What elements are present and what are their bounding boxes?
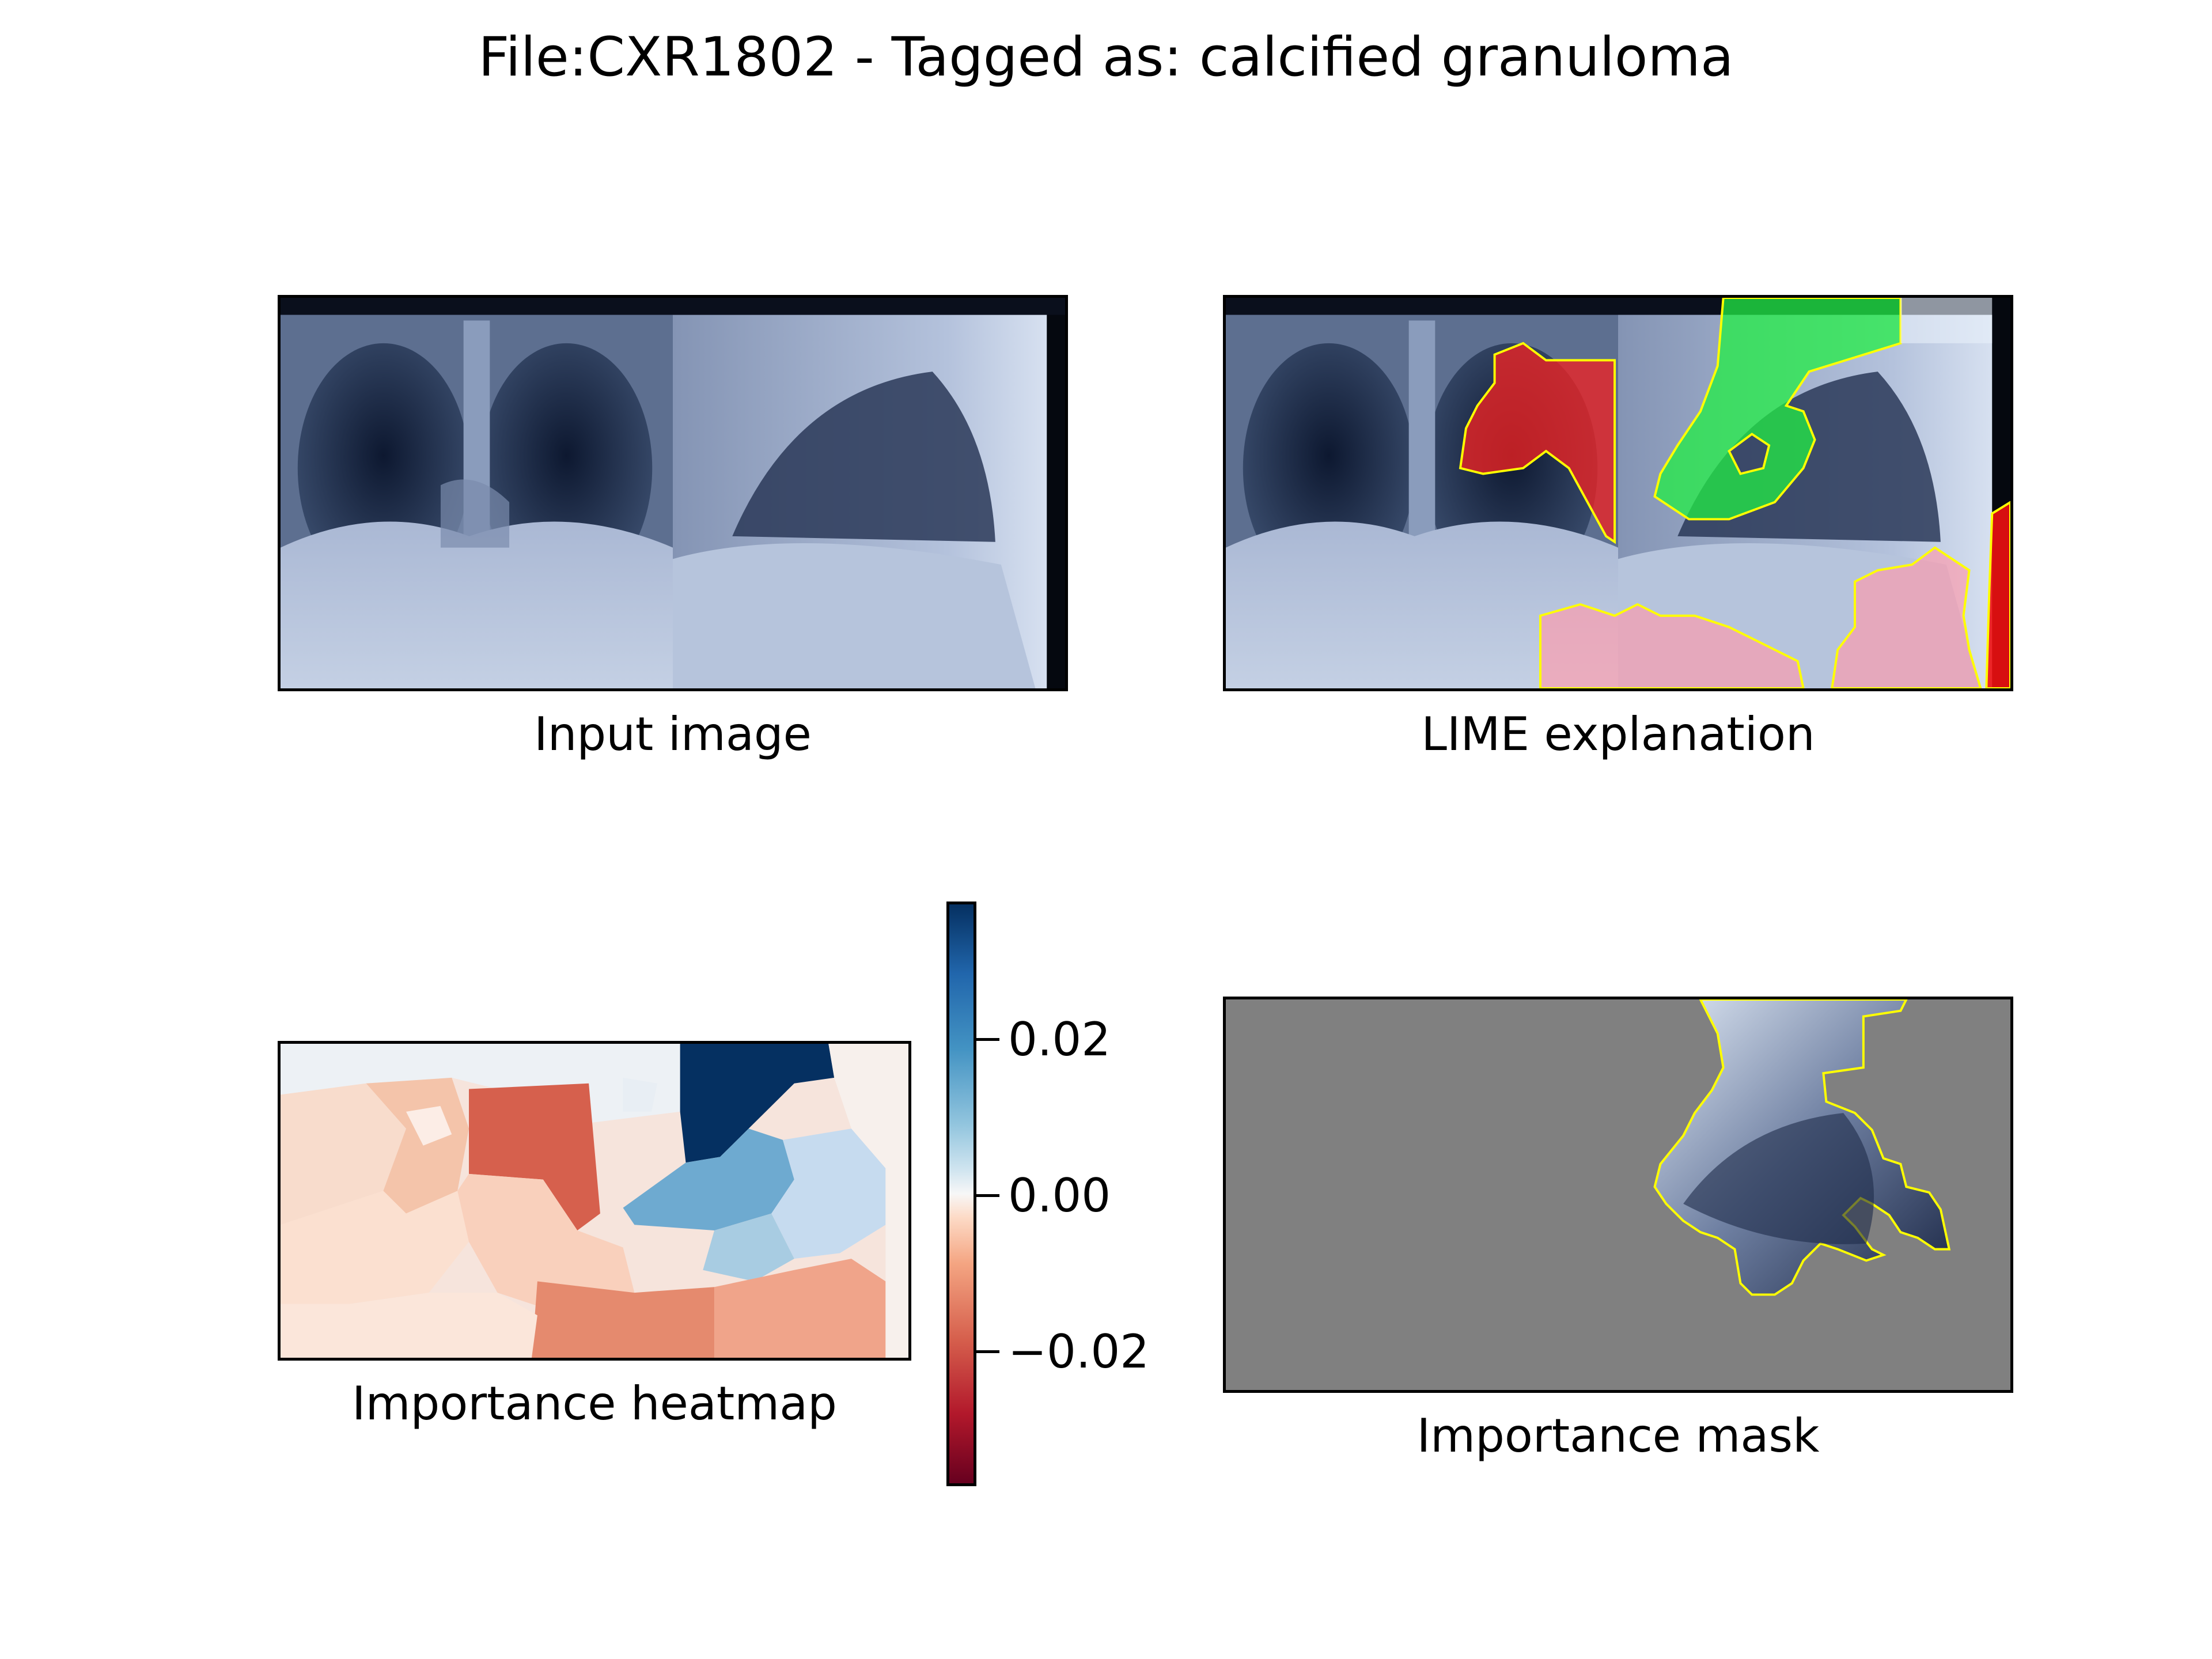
- colorbar-tick-label: 0.00: [1008, 1169, 1111, 1222]
- colorbar-tick-label: −0.02: [1008, 1325, 1150, 1378]
- importance-mask-panel: [1223, 997, 2013, 1393]
- importance-mask-caption: Importance mask: [1416, 1409, 1820, 1463]
- colorbar: [946, 902, 976, 1486]
- figure-title: File:CXR1802 - Tagged as: calcified gran…: [478, 26, 1734, 89]
- importance-heatmap-image: [281, 1044, 908, 1358]
- lime-explanation-panel: [1223, 295, 2013, 691]
- importance-heatmap-panel: [278, 1041, 911, 1361]
- input-image-panel: [278, 295, 1068, 691]
- lime-overlay-image: [1226, 298, 2010, 688]
- input-image-caption: Input image: [534, 707, 812, 761]
- importance-heatmap-caption: Importance heatmap: [352, 1377, 837, 1430]
- colorbar-tick: [976, 1038, 999, 1041]
- colorbar-tick-label: 0.02: [1008, 1013, 1111, 1066]
- chest-xray-image: [281, 298, 1065, 688]
- importance-mask-image: [1226, 999, 2010, 1390]
- colorbar-tick: [976, 1194, 999, 1197]
- colorbar-tick: [976, 1350, 999, 1353]
- lime-explanation-caption: LIME explanation: [1421, 707, 1815, 761]
